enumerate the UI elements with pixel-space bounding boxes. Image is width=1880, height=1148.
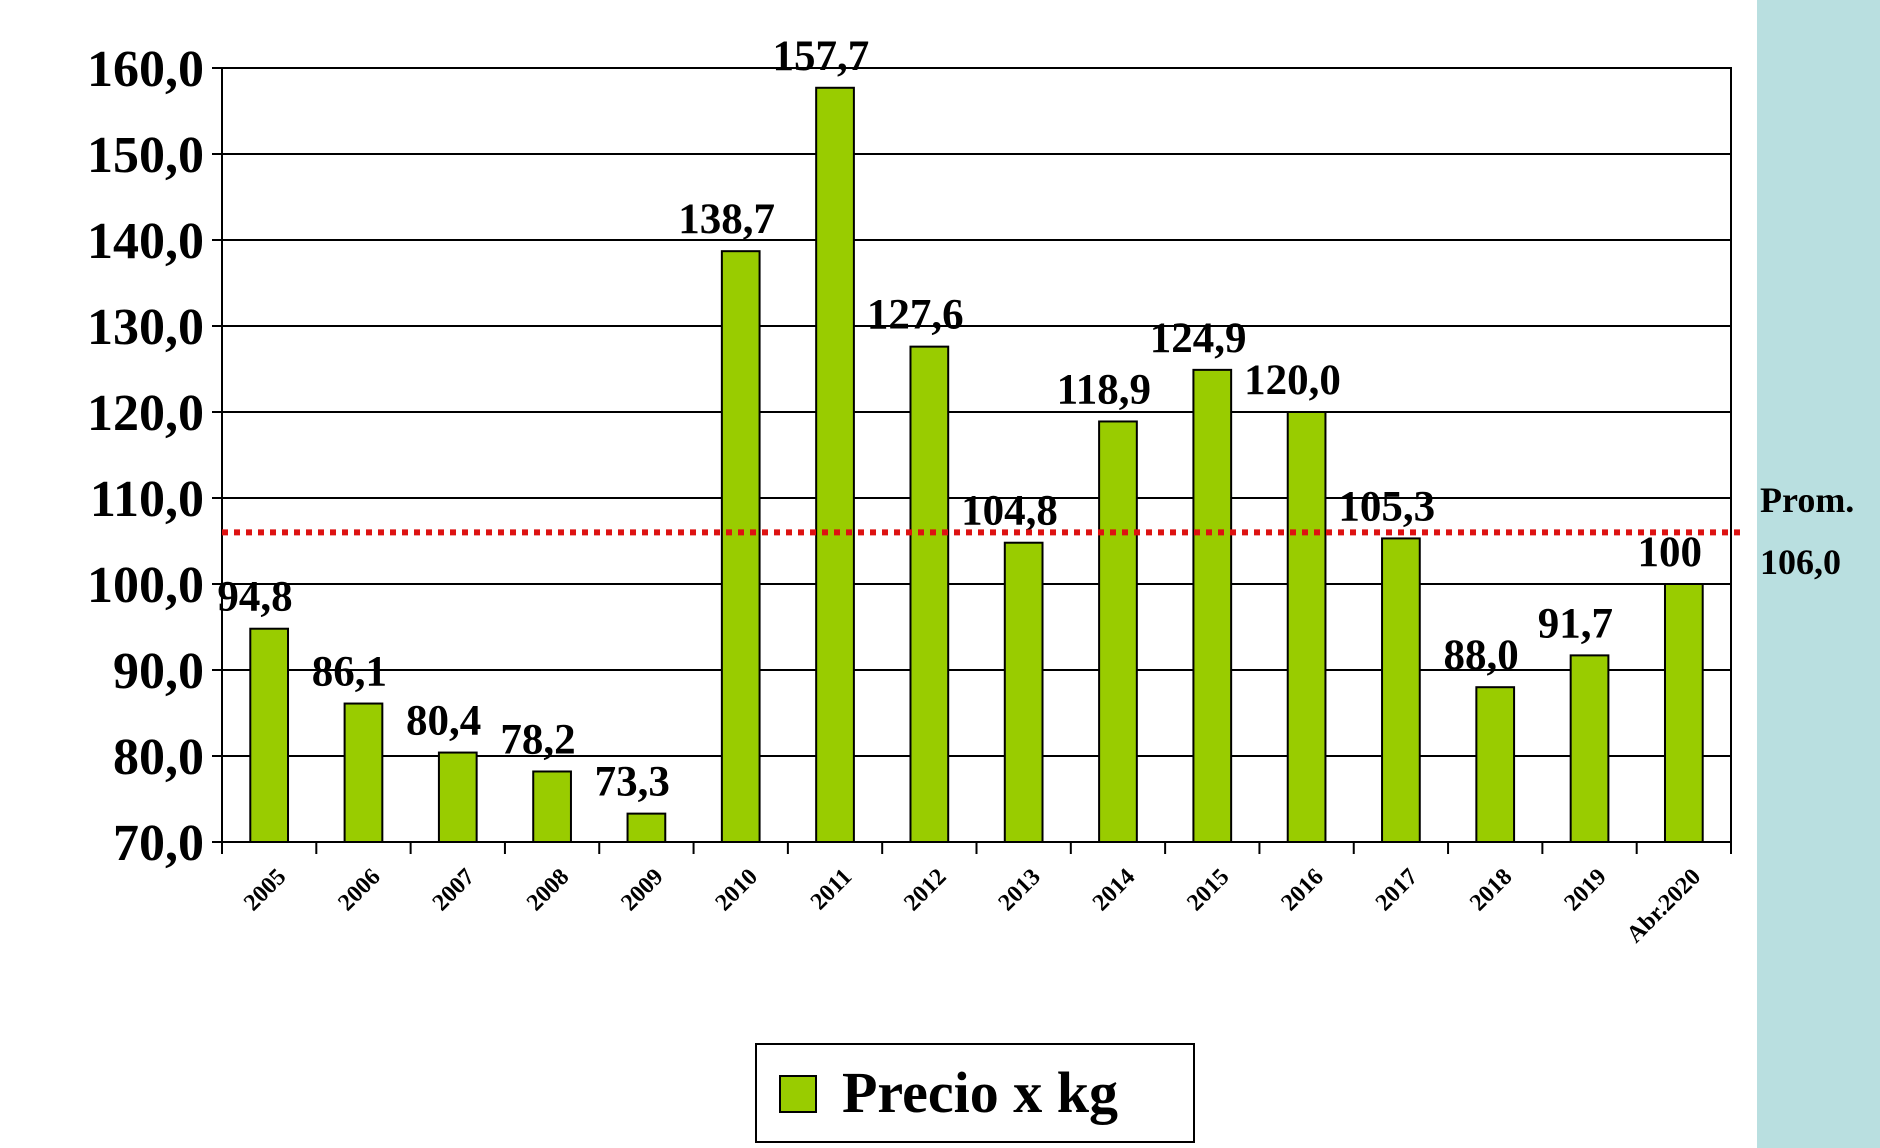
x-tick-label: Abr.2020 xyxy=(1622,864,1706,948)
x-tick-label: 2012 xyxy=(899,864,951,916)
y-tick-label: 130,0 xyxy=(87,299,204,356)
legend-box xyxy=(755,1043,1195,1143)
y-tick-label: 90,0 xyxy=(113,643,204,700)
value-label: 157,7 xyxy=(773,33,870,80)
value-label: 80,4 xyxy=(406,698,481,745)
value-label: 104,8 xyxy=(961,488,1058,535)
legend-label: Precio x kg xyxy=(842,1060,1118,1125)
value-label: 120,0 xyxy=(1244,357,1341,404)
side-panel xyxy=(1757,0,1880,1148)
bar xyxy=(1569,654,1610,843)
x-tick-label: 2006 xyxy=(333,864,385,916)
bar xyxy=(343,702,384,843)
x-tick-label: 2016 xyxy=(1277,864,1329,916)
value-label: 86,1 xyxy=(312,649,387,696)
bar xyxy=(532,770,572,843)
bar xyxy=(720,250,761,843)
x-tick-label: 2017 xyxy=(1371,864,1423,916)
x-tick-label: 2013 xyxy=(994,864,1046,916)
x-tick-label: 2014 xyxy=(1088,864,1140,916)
bar xyxy=(815,86,855,843)
value-label: 138,7 xyxy=(678,196,775,243)
x-tick-label: 2011 xyxy=(806,864,857,915)
x-tick-label: 2008 xyxy=(522,864,574,916)
bar xyxy=(1286,411,1327,843)
value-label: 100 xyxy=(1637,529,1702,576)
y-tick-label: 150,0 xyxy=(87,127,204,184)
bar xyxy=(626,812,667,843)
bar xyxy=(249,627,290,843)
x-tick-label: 2019 xyxy=(1559,864,1611,916)
bar xyxy=(437,751,478,843)
value-label: 91,7 xyxy=(1538,600,1613,647)
bar xyxy=(1098,420,1138,843)
bar xyxy=(1381,537,1421,843)
y-tick-label: 110,0 xyxy=(90,471,204,528)
average-name: Prom. xyxy=(1760,480,1854,520)
value-label: 78,2 xyxy=(500,716,575,763)
legend-swatch xyxy=(779,1075,817,1113)
average-label: 106,0 xyxy=(1760,542,1841,582)
y-tick-label: 100,0 xyxy=(87,557,204,614)
value-label: 124,9 xyxy=(1150,315,1247,362)
value-label: 94,8 xyxy=(217,574,292,621)
y-tick-label: 70,0 xyxy=(113,815,204,872)
x-tick-label: 2009 xyxy=(616,864,668,916)
bar xyxy=(909,345,950,843)
bar xyxy=(1475,686,1516,844)
bar xyxy=(1003,541,1044,843)
y-tick-label: 120,0 xyxy=(87,385,204,442)
value-label: 118,9 xyxy=(1057,366,1151,413)
x-tick-label: 2018 xyxy=(1465,864,1517,916)
value-label: 73,3 xyxy=(595,759,670,806)
bar xyxy=(1663,583,1704,843)
y-tick-label: 140,0 xyxy=(87,213,204,270)
value-label: 127,6 xyxy=(867,292,964,339)
x-tick-label: 2010 xyxy=(711,864,763,916)
x-tick-label: 2015 xyxy=(1182,864,1234,916)
x-tick-label: 2007 xyxy=(428,864,480,916)
y-tick-label: 80,0 xyxy=(113,729,204,786)
value-label: 105,3 xyxy=(1338,483,1435,530)
value-label: 88,0 xyxy=(1443,632,1518,679)
bar xyxy=(1192,368,1233,843)
y-tick-label: 160,0 xyxy=(87,41,204,98)
x-tick-label: 2005 xyxy=(239,864,291,916)
